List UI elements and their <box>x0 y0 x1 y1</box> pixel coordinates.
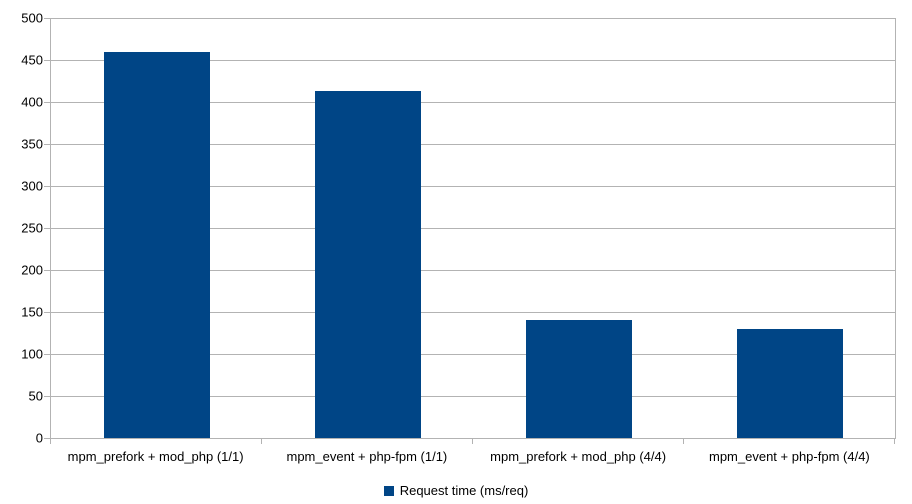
bar-2 <box>315 91 421 438</box>
legend-label: Request time (ms/req) <box>399 483 529 498</box>
y-tick-mark <box>44 312 50 313</box>
y-tick-label: 150 <box>21 304 43 320</box>
plot-area <box>50 18 896 439</box>
y-tick-mark <box>44 270 50 271</box>
x-tick-mark <box>261 439 262 444</box>
x-tick-label: mpm_prefork + mod_php (4/4) <box>490 449 667 464</box>
gridline-450 <box>51 60 895 61</box>
bar-3 <box>526 320 632 438</box>
bar-1 <box>104 52 210 438</box>
y-axis: 0 50 100 150 200 250 300 350 400 450 500 <box>0 12 43 445</box>
y-tick-mark <box>44 186 50 187</box>
x-tick-mark <box>50 439 51 444</box>
y-tick-label: 100 <box>21 346 43 362</box>
y-tick-label: 350 <box>21 136 43 152</box>
y-tick-label: 450 <box>21 52 43 68</box>
y-tick-label: 0 <box>35 430 43 446</box>
y-tick-label: 50 <box>28 388 43 404</box>
gridline-350 <box>51 144 895 145</box>
gridline-50 <box>51 396 895 397</box>
gridline-500 <box>51 18 895 19</box>
gridline-300 <box>51 186 895 187</box>
y-tick-mark <box>44 228 50 229</box>
y-tick-label: 500 <box>21 10 43 26</box>
gridline-150 <box>51 312 895 313</box>
y-tick-mark <box>44 18 50 19</box>
y-tick-label: 200 <box>21 262 43 278</box>
y-tick-label: 250 <box>21 220 43 236</box>
x-tick-mark <box>894 439 895 444</box>
legend: Request time (ms/req) <box>0 484 912 497</box>
gridline-400 <box>51 102 895 103</box>
bar-4 <box>737 329 843 438</box>
x-tick-mark <box>683 439 684 444</box>
y-tick-mark <box>44 354 50 355</box>
legend-swatch-icon <box>383 485 394 496</box>
y-tick-mark <box>44 102 50 103</box>
y-tick-label: 400 <box>21 94 43 110</box>
gridline-100 <box>51 354 895 355</box>
gridline-250 <box>51 228 895 229</box>
x-tick-mark <box>472 439 473 444</box>
y-tick-mark <box>44 396 50 397</box>
x-tick-label: mpm_prefork + mod_php (1/1) <box>67 449 244 464</box>
x-axis: mpm_prefork + mod_php (1/1) mpm_event + p… <box>50 449 895 464</box>
gridline-200 <box>51 270 895 271</box>
y-tick-mark <box>44 438 50 439</box>
y-tick-label: 300 <box>21 178 43 194</box>
y-tick-mark <box>44 60 50 61</box>
x-tick-label: mpm_event + php-fpm (1/1) <box>286 449 448 464</box>
y-tick-mark <box>44 144 50 145</box>
x-tick-label: mpm_event + php-fpm (4/4) <box>708 449 870 464</box>
